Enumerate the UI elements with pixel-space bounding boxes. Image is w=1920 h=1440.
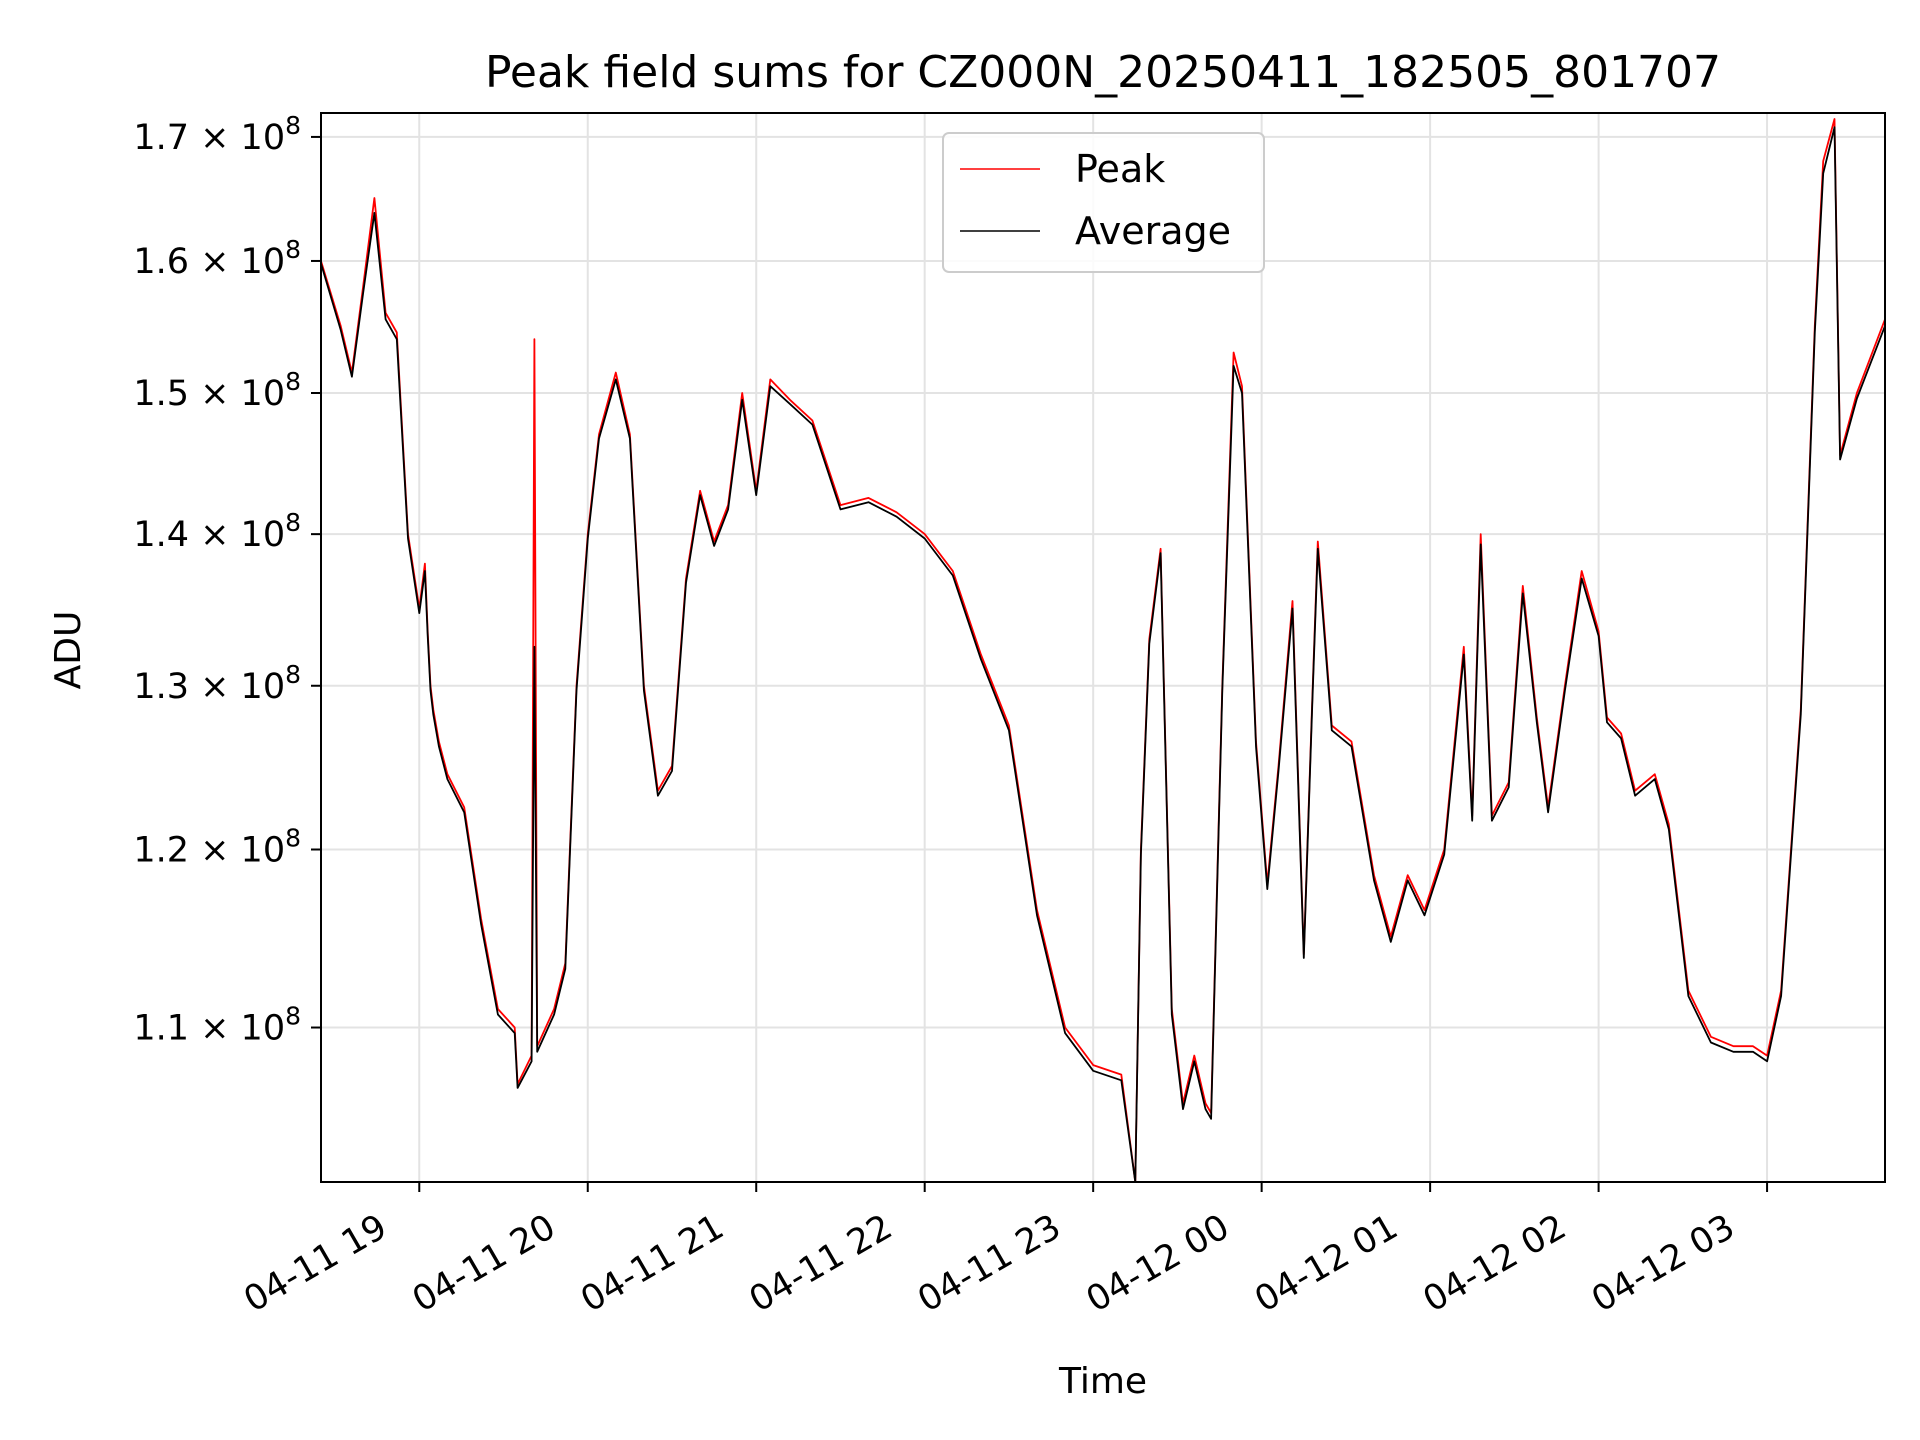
y-tick-label: 1.5 × 108 bbox=[133, 367, 301, 414]
y-tick-label: 1.2 × 108 bbox=[133, 824, 301, 871]
legend: Peak Average bbox=[942, 132, 1265, 273]
chart-title: Peak field sums for CZ000N_20250411_1825… bbox=[485, 47, 1721, 98]
x-axis-title: Time bbox=[1058, 1361, 1147, 1402]
legend-box bbox=[942, 132, 1265, 273]
y-axis-title: ADU bbox=[48, 611, 89, 690]
series-average-line bbox=[320, 126, 1886, 1183]
legend-label-average: Average bbox=[1075, 209, 1231, 253]
y-axis: 1.1 × 108 1.2 × 108 1.3 × 108 1.4 × 108 1.5 … bbox=[133, 111, 321, 1049]
legend-label-peak: Peak bbox=[1075, 147, 1165, 191]
y-tick-label: 1.7 × 108 bbox=[133, 111, 301, 158]
plot-frame bbox=[320, 112, 1886, 1183]
y-tick-label: 1.1 × 108 bbox=[133, 1002, 301, 1049]
y-tick-label: 1.3 × 108 bbox=[133, 660, 301, 707]
series-layer bbox=[320, 118, 1886, 1183]
y-tick-label: 1.6 × 108 bbox=[133, 235, 301, 282]
y-tick-label: 1.4 × 108 bbox=[133, 508, 301, 555]
